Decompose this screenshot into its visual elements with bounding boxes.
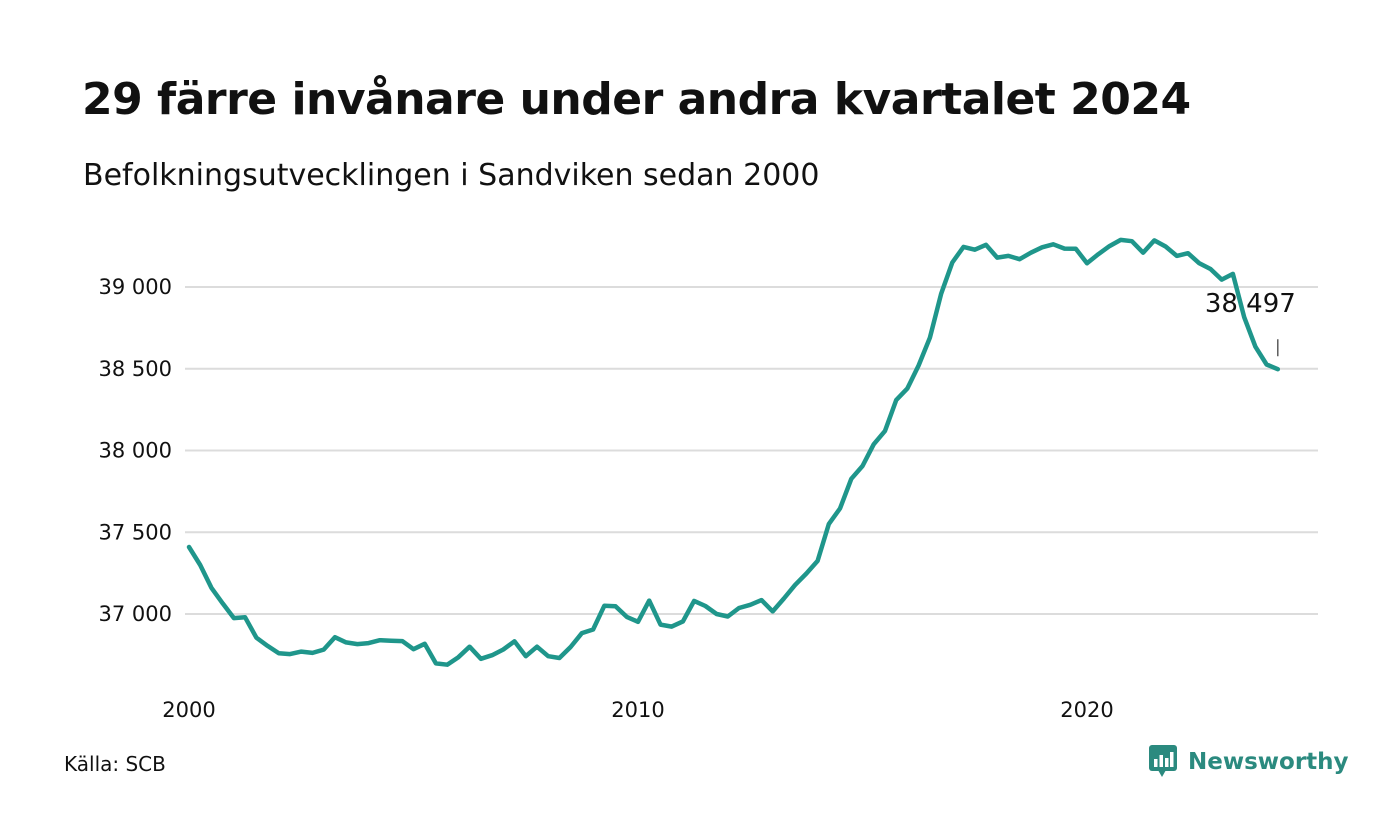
y-tick-label: 37 000 (99, 602, 172, 626)
y-tick-label: 37 500 (99, 520, 172, 544)
series-layer (186, 237, 1281, 667)
y-axis: 37 000 37 500 38 000 38 500 39 000 (99, 275, 172, 626)
x-axis: 2000 2010 2020 (162, 698, 1113, 722)
chart-title: 29 färre invånare under andra kvartalet … (82, 74, 1191, 125)
y-tick-label: 38 000 (99, 439, 172, 463)
brand-name: Newsworthy (1188, 749, 1349, 775)
chart-subtitle: Befolkningsutvecklingen i Sandviken seda… (83, 158, 820, 193)
x-tick-label: 2010 (611, 698, 664, 722)
brand-logo: Newsworthy (1148, 744, 1349, 780)
source-note: Källa: SCB (64, 752, 166, 776)
x-tick-label: 2000 (162, 698, 215, 722)
y-tick-label: 39 000 (99, 275, 172, 299)
bar-chart-speech-bubble-icon (1149, 745, 1177, 777)
annotation-layer: 38 497 (1205, 289, 1296, 357)
x-tick-label: 2020 (1060, 698, 1113, 722)
series-line-0 (186, 237, 1281, 667)
annotation-label: 38 497 (1205, 289, 1296, 319)
grid-lines (185, 286, 1318, 615)
y-tick-label: 38 500 (99, 357, 172, 381)
